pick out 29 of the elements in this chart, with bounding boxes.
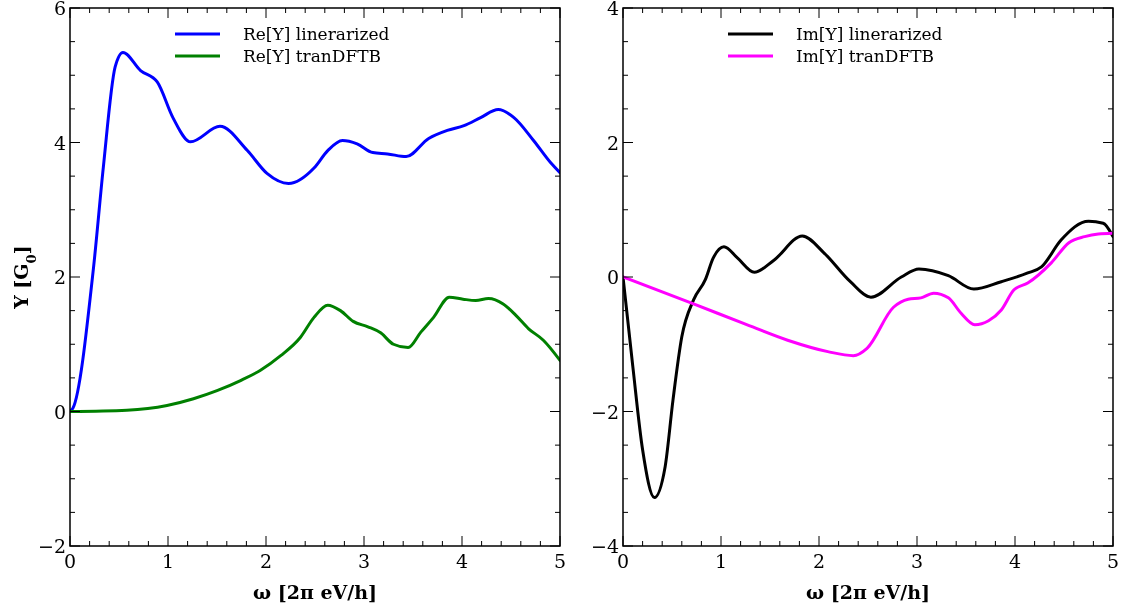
line-series xyxy=(70,50,560,413)
x-axis-title: ω [2π eV/h] xyxy=(252,581,378,603)
x-tick-label: 1 xyxy=(161,550,175,572)
legend-label: Im[Y] linerarized xyxy=(796,24,943,44)
line-series xyxy=(623,231,1113,358)
legend-label: Im[Y] tranDFTB xyxy=(796,46,935,66)
x-tick-label: 2 xyxy=(812,550,826,572)
y-tick-label: −2 xyxy=(37,535,66,557)
legend-label: Re[Y] tranDFTB xyxy=(243,46,382,66)
x-tick-label: 2 xyxy=(259,550,273,572)
y-tick-label: 0 xyxy=(606,266,619,288)
x-tick-label: 3 xyxy=(910,550,924,572)
y-tick-label: 4 xyxy=(53,131,66,154)
x-tick-label: 5 xyxy=(1106,550,1120,572)
x-tick-label: 4 xyxy=(455,550,469,572)
x-axis-title: ω [2π eV/h] xyxy=(805,581,931,603)
line-series xyxy=(70,295,560,413)
legend-label: Re[Y] linerarized xyxy=(243,24,390,44)
y-tick-label: 6 xyxy=(53,0,66,19)
x-tick-label: 3 xyxy=(357,550,371,572)
x-tick-label: 5 xyxy=(553,550,567,572)
y-tick-label: 2 xyxy=(53,266,66,288)
y-tick-label: 2 xyxy=(606,131,619,154)
y-tick-label: 0 xyxy=(53,400,66,423)
x-tick-label: 1 xyxy=(714,550,728,572)
y-tick-label: −2 xyxy=(590,400,619,423)
y-tick-label: −4 xyxy=(590,535,619,557)
y-tick-label: 4 xyxy=(606,0,619,19)
x-tick-label: 4 xyxy=(1008,550,1022,572)
